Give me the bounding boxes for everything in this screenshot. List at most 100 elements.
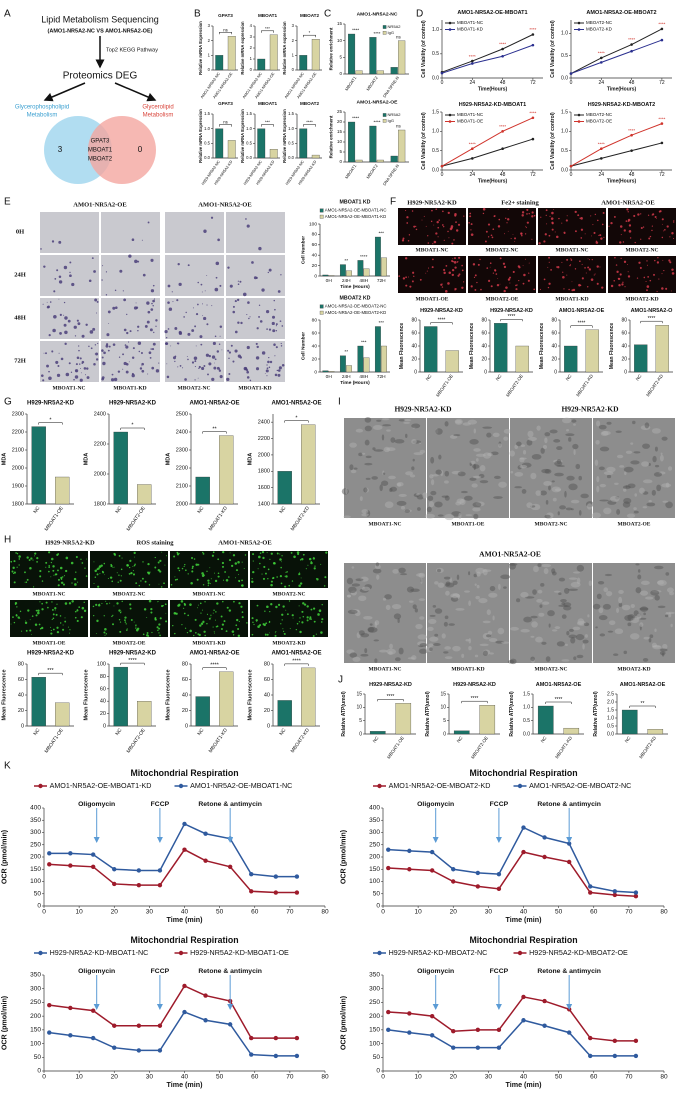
point [569,72,573,75]
stain-spot [494,270,497,272]
stain-spot [447,282,450,285]
micrograph-texture [570,499,580,504]
stain-spot [34,555,35,557]
stain-spot [246,345,250,350]
stain-spot [557,266,560,269]
stain-spot [141,362,144,366]
y-axis-label: Mean Fluorescence [609,323,615,370]
stain-spot [135,624,137,626]
stain-spot [58,275,62,278]
stain-spot [85,575,88,577]
stain-spot [208,362,212,366]
significance: * [309,30,311,35]
stain-spot [150,611,153,614]
x-tick-label: 10 [415,909,423,916]
stain-spot [119,621,122,623]
x-tick-label: 70 [625,1074,633,1081]
micrograph-texture [382,472,386,476]
event-label: Oligomycin [417,968,454,975]
chart-title: H929-NR5A2-KD-MBOAT2 [588,102,655,108]
stain-spot [178,569,181,572]
stain-spot [187,614,189,617]
micrograph-texture [461,653,465,658]
stain-spot [514,240,516,242]
x-tick-label: 48 [500,80,506,86]
stain-spot [69,261,72,264]
micrograph-texture [616,607,620,613]
stain-spot [123,298,127,302]
stain-spot [69,629,71,631]
stain-spot [65,372,70,377]
stain-spot [487,236,490,238]
micrograph-texture [428,501,435,508]
stain-spot [114,289,117,292]
significance: **** [471,696,479,702]
stain-spot [503,265,507,269]
micrograph-texture [606,474,612,479]
point [471,62,474,65]
x-tick-label: 40 [181,909,189,916]
micrograph-texture [456,574,460,580]
point [451,1045,456,1050]
stain-spot [241,561,243,563]
stain-spot [626,208,629,211]
stain-spot [281,555,283,557]
micrograph-texture [543,481,552,486]
y-axis-label: Mean Fluorescence [399,323,405,370]
significance: **** [469,54,476,59]
point [542,835,547,840]
stain-spot [206,613,209,615]
stain-spot [220,615,223,618]
stain-spot [115,306,118,309]
y-axis-label: Relative mRNA Expression [198,109,203,163]
micrograph-texture [654,464,660,468]
point [588,890,593,895]
stain-spot [119,630,122,633]
stain-spot [39,627,42,630]
y-tick-label: 0 [314,369,317,375]
stain-spot [312,607,316,610]
micrograph-texture [458,512,462,519]
stain-spot [235,569,239,572]
point [600,147,603,151]
micrograph-texture [657,605,666,609]
y-tick-label: 20 [551,356,557,362]
stain-spot [398,275,401,277]
bar [31,677,46,727]
stain-spot [222,600,224,603]
stain-spot [151,366,155,370]
y-tick-label: 300 [369,829,380,836]
micrograph-texture [566,630,570,636]
point [600,61,603,64]
stain-spot [137,260,140,263]
bar [113,431,128,505]
stain-spot [195,345,197,347]
image-label: 72H [14,357,26,364]
stain-spot [503,289,506,293]
stain-spot [301,621,304,624]
micrograph-texture [443,651,449,654]
micrograph-texture [596,476,600,483]
stain-spot [505,217,507,220]
stain-spot [454,288,457,290]
stain-spot [241,584,243,587]
stain-spot [508,279,510,281]
stain-spot [125,370,129,374]
micrograph-texture [618,589,624,594]
micrograph-texture [492,432,500,438]
stain-spot [74,616,77,619]
y-tick-label: 0 [37,1068,41,1075]
stain-spot [502,262,506,265]
stain-spot [463,281,465,283]
stain-spot [209,567,211,569]
significance-bracket [570,325,593,328]
stain-spot [31,615,34,617]
stain-spot [214,358,217,361]
stain-spot [515,284,517,287]
stain-spot [597,219,599,222]
stain-spot [59,615,62,617]
stain-spot [237,321,240,324]
y-tick-label: 150 [30,866,41,873]
y-tick-label: 2 [208,38,211,43]
stain-spot [157,601,159,602]
